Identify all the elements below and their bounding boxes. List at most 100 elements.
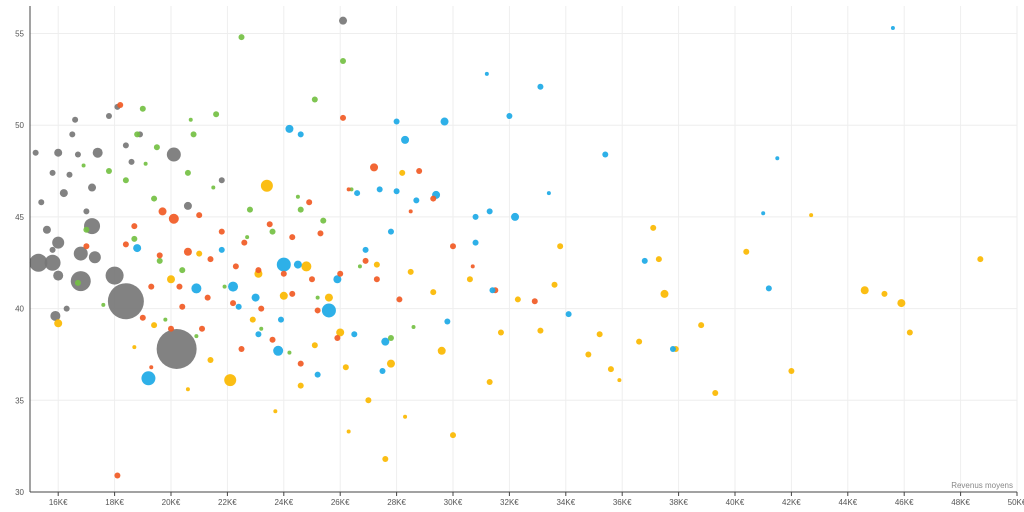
bubble-point (399, 169, 406, 176)
bubble-point (297, 131, 304, 138)
bubble-point (334, 334, 341, 341)
bubble-point (472, 213, 479, 220)
bubble-point (54, 148, 63, 157)
bubble-point (393, 188, 400, 195)
x-axis-title: Revenus moyens (951, 481, 1013, 490)
bubble-point (114, 472, 121, 479)
x-tick-label: 38K€ (669, 498, 688, 507)
bubble-point (977, 256, 984, 263)
bubble-point (655, 256, 662, 263)
bubble-point (309, 276, 315, 283)
bubble-point (607, 366, 614, 373)
bubble-point (346, 187, 351, 192)
bubble-point (207, 256, 214, 263)
bubble-point (450, 432, 456, 439)
bubble-point (311, 96, 318, 103)
bubble-point (74, 151, 81, 158)
bubble-point (379, 367, 386, 374)
bubble-point (218, 246, 225, 253)
bubble-point (370, 163, 379, 172)
bubble-point (906, 329, 913, 336)
bubble-point (506, 113, 513, 120)
x-tick-label: 34K€ (556, 498, 575, 507)
bubble-point (269, 228, 276, 235)
bubble-point (183, 247, 192, 256)
bubble-point (486, 378, 493, 385)
bubble-point (101, 302, 106, 307)
bubble-point (196, 212, 203, 219)
bubble-point (430, 195, 437, 202)
bubble-point (266, 221, 273, 228)
bubble-point (53, 270, 64, 281)
bubble-point (407, 268, 414, 275)
bubble-point (156, 252, 163, 259)
bubble-point (396, 296, 403, 303)
bubble-point (70, 271, 91, 292)
bubble-point (301, 261, 312, 272)
bubble-point (168, 213, 179, 224)
bubble-point (232, 263, 239, 270)
bubble-point (207, 356, 214, 363)
bubble-point (191, 283, 202, 294)
bubble-point (287, 350, 292, 355)
bubble-point (139, 314, 146, 321)
bubble-point (314, 371, 321, 378)
bubble-point (185, 387, 190, 392)
bubble-point (324, 293, 333, 302)
bubble-point (238, 345, 245, 352)
x-tick-label: 50K€ (1008, 498, 1024, 507)
bubble-point (149, 365, 154, 370)
bubble-point (340, 114, 347, 121)
bubble-point (306, 199, 313, 206)
bubble-point (141, 371, 156, 386)
bubble-point (413, 197, 420, 204)
bubble-point (188, 117, 193, 122)
bubble-point (166, 147, 181, 162)
bubble-point (297, 360, 304, 367)
bubble-point (585, 351, 592, 358)
bubble-point (537, 327, 544, 334)
bubble-point (743, 248, 750, 255)
bubble-point (117, 102, 124, 109)
bubble-point (354, 190, 361, 197)
bubble-point (276, 257, 291, 272)
bubble-point (196, 250, 203, 257)
bubble-point (273, 345, 284, 356)
bubble-point (484, 71, 489, 76)
bubble-point (224, 374, 237, 387)
bubble-point (163, 317, 168, 322)
bubble-point (340, 58, 347, 65)
bubble-point (156, 257, 163, 264)
bubble-point (881, 290, 888, 297)
bubble-point (761, 211, 766, 216)
x-tick-label: 20K€ (162, 498, 181, 507)
bubble-point (74, 279, 81, 286)
bubble-point (32, 149, 39, 156)
bubble-point (44, 254, 61, 271)
bubble-point (357, 264, 362, 269)
bubble-point (183, 201, 192, 210)
bubble-point (132, 345, 137, 350)
bubble-point (788, 367, 795, 374)
bubble-point (333, 275, 342, 284)
bubble-point (440, 117, 449, 126)
bubble-point (641, 257, 648, 264)
x-tick-label: 36K€ (613, 498, 632, 507)
bubble-point (289, 290, 296, 297)
bubble-point (466, 276, 473, 283)
bubble-point (408, 209, 413, 214)
bubble-point (403, 414, 408, 419)
bubble-point (373, 261, 380, 268)
x-tick-label: 24K€ (274, 498, 293, 507)
x-tick-label: 32K€ (500, 498, 519, 507)
bubble-point (122, 142, 129, 149)
bubble-point (184, 169, 191, 176)
bubble-point (596, 331, 603, 338)
bubble-point (260, 179, 273, 192)
bubble-point (269, 336, 276, 343)
bubble-point (52, 236, 65, 249)
bubble-point (279, 291, 288, 300)
bubble-point (105, 266, 124, 285)
bubble-point (133, 244, 142, 253)
